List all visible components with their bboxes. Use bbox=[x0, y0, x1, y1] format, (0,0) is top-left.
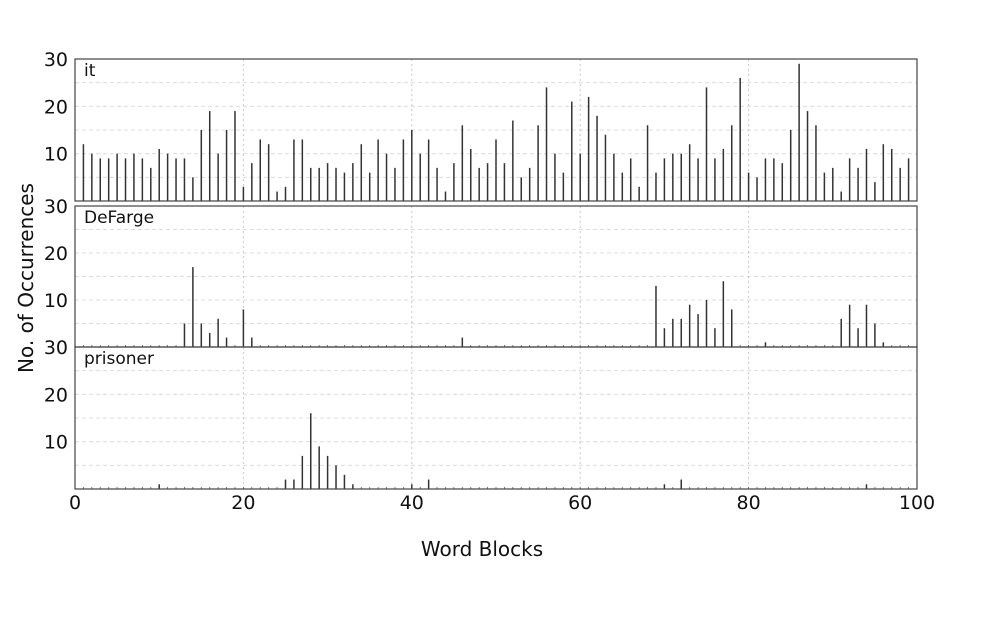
x-axis-title: Word Blocks bbox=[421, 537, 543, 561]
series-label-it: it bbox=[84, 61, 96, 81]
series-label-prisoner: prisoner bbox=[84, 349, 154, 369]
x-tick-label: 60 bbox=[568, 492, 592, 514]
panel-it: it 10 20 30 bbox=[44, 49, 918, 202]
y-tick-label: 10 bbox=[44, 144, 68, 166]
series-label-DeFarge: DeFarge bbox=[84, 208, 154, 228]
x-tick-labels: 0 20 40 60 80 100 bbox=[69, 492, 935, 514]
y-tick-label: 20 bbox=[44, 96, 68, 118]
x-tick-label: 0 bbox=[69, 492, 81, 514]
y-axis-title: No. of Occurrences bbox=[14, 183, 38, 373]
panel-frame bbox=[74, 58, 918, 202]
y-tick-label: 30 bbox=[44, 49, 68, 71]
x-tick-label: 20 bbox=[231, 492, 255, 514]
y-tick-label: 10 bbox=[44, 290, 68, 312]
y-tick-label: 30 bbox=[44, 337, 68, 359]
y-tick-label: 10 bbox=[44, 432, 68, 454]
y-tick-label: 20 bbox=[44, 243, 68, 265]
y-tick-label: 30 bbox=[44, 196, 68, 218]
panel-DeFarge: DeFarge 10 20 30 bbox=[44, 196, 918, 348]
panel-prisoner: prisoner 10 20 30 bbox=[44, 337, 918, 490]
panel-frame bbox=[74, 346, 918, 490]
y-tick-label: 20 bbox=[44, 384, 68, 406]
x-tick-label: 80 bbox=[737, 492, 761, 514]
x-tick-label: 100 bbox=[899, 492, 935, 514]
x-tick-label: 40 bbox=[400, 492, 424, 514]
chart-panels: it 10 20 30 DeFarge 10 20 30 prisoner 10 20 30 bbox=[44, 49, 918, 490]
